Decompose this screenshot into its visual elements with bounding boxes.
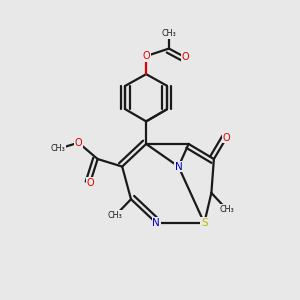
Text: N: N bbox=[152, 218, 160, 228]
Text: N: N bbox=[175, 162, 182, 172]
Text: S: S bbox=[201, 218, 208, 228]
Text: CH₃: CH₃ bbox=[108, 211, 123, 220]
Text: CH₃: CH₃ bbox=[219, 205, 234, 214]
Text: O: O bbox=[182, 52, 189, 62]
Text: CH₃: CH₃ bbox=[50, 145, 65, 154]
Text: O: O bbox=[223, 133, 230, 143]
Text: O: O bbox=[142, 51, 150, 61]
Text: O: O bbox=[86, 178, 94, 188]
Text: CH₃: CH₃ bbox=[161, 29, 176, 38]
Text: O: O bbox=[75, 138, 82, 148]
